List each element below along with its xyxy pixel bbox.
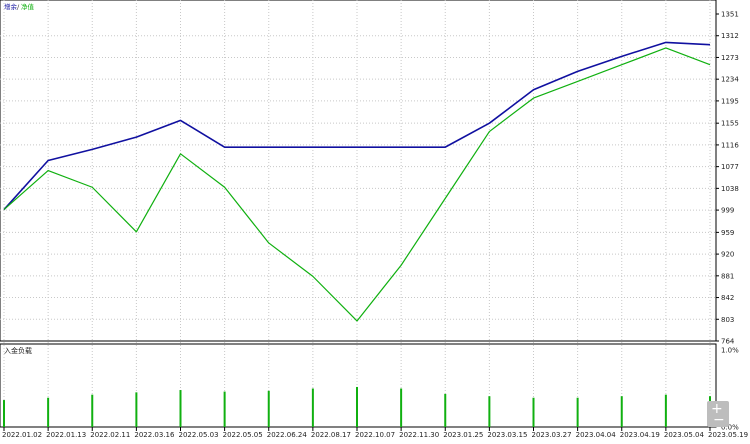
volume-bar — [444, 393, 447, 427]
x-tick-label: 2022.01.13 — [46, 431, 86, 439]
y-tick-label: 842 — [721, 294, 734, 302]
zoom-out-icon[interactable]: − — [713, 412, 725, 428]
legend: 增余 / 净值 — [4, 2, 35, 11]
x-tick-label: 2023.05.19 — [708, 431, 748, 439]
volume-bar — [488, 396, 491, 427]
x-tick-label: 2022.01.02 — [2, 431, 42, 439]
y-tick-label: 1155 — [721, 120, 739, 128]
volume-bar — [400, 388, 403, 427]
series-line-equity — [3, 47, 711, 322]
volume-bar — [47, 397, 50, 427]
zoom-in-icon[interactable]: + — [711, 401, 723, 417]
volume-bar — [135, 392, 138, 427]
y-tick-label: 920 — [721, 251, 734, 259]
volume-bar — [356, 386, 358, 427]
volume-bar — [179, 390, 182, 427]
axis-layer: 1351 1312 1273 1234 1195 1155 1116 1077 1038 999 9… — [2, 11, 748, 440]
volume-bar — [3, 400, 5, 427]
legend-separator: / — [17, 3, 20, 11]
y-tick-label: 1195 — [721, 97, 739, 105]
volume-bar — [311, 388, 314, 427]
volume-bar — [576, 397, 579, 427]
volume-bar — [532, 397, 535, 427]
volume-bar — [223, 391, 226, 427]
y-tick-label: 803 — [721, 316, 734, 324]
y-tick-label: 1234 — [721, 76, 739, 84]
x-tick-label: 2022.05.03 — [179, 431, 219, 439]
y-tick-label: 1038 — [721, 185, 739, 193]
volume-bar — [664, 394, 667, 427]
x-tick-label: 2022.03.16 — [134, 431, 175, 439]
x-tick-label: 2022.05.05 — [223, 431, 263, 439]
legend-equity: 净值 — [21, 2, 35, 11]
x-tick-label: 2023.05.04 — [664, 431, 705, 439]
series-layer — [3, 41, 711, 322]
volume-panel-title: 入金负载 — [4, 346, 32, 355]
grid-layer — [0, 0, 716, 427]
x-tick-label: 2022.10.07 — [355, 431, 395, 439]
x-tick-label: 2023.01.25 — [443, 431, 483, 439]
y-tick-label: 1116 — [721, 141, 739, 149]
y-tick-label: 881 — [721, 272, 734, 280]
zoom-control[interactable]: + − — [707, 401, 729, 427]
x-tick-label: 2022.06.24 — [267, 431, 308, 439]
y-tick-label: 999 — [721, 207, 734, 215]
volume-y-tick-label: 0.0% — [721, 424, 739, 432]
volume-bar — [91, 394, 94, 427]
x-tick-label: 2023.03.15 — [487, 431, 527, 439]
y-tick-label: 764 — [721, 338, 735, 346]
volume-bar — [620, 396, 623, 427]
y-tick-label: 1273 — [721, 54, 739, 62]
y-tick-label: 959 — [721, 229, 734, 237]
volume-y-tick-label: 1.0% — [721, 347, 739, 355]
x-tick-label: 2022.02.11 — [90, 431, 130, 439]
x-tick-label: 2022.11.30 — [399, 431, 439, 439]
y-tick-label: 1312 — [721, 32, 739, 40]
series-line-balance — [3, 41, 711, 211]
x-tick-label: 2023.04.04 — [576, 431, 617, 439]
y-tick-label: 1351 — [721, 11, 739, 19]
y-tick-label: 1077 — [721, 163, 739, 171]
x-tick-label: 2023.04.19 — [620, 431, 660, 439]
volume-bars — [3, 386, 711, 427]
main-plot-frame — [0, 0, 717, 342]
x-tick-label: 2023.03.27 — [532, 431, 572, 439]
volume-bar — [267, 390, 270, 427]
x-tick-label: 2022.08.17 — [311, 431, 351, 439]
legend-balance: 增余 — [4, 2, 18, 11]
